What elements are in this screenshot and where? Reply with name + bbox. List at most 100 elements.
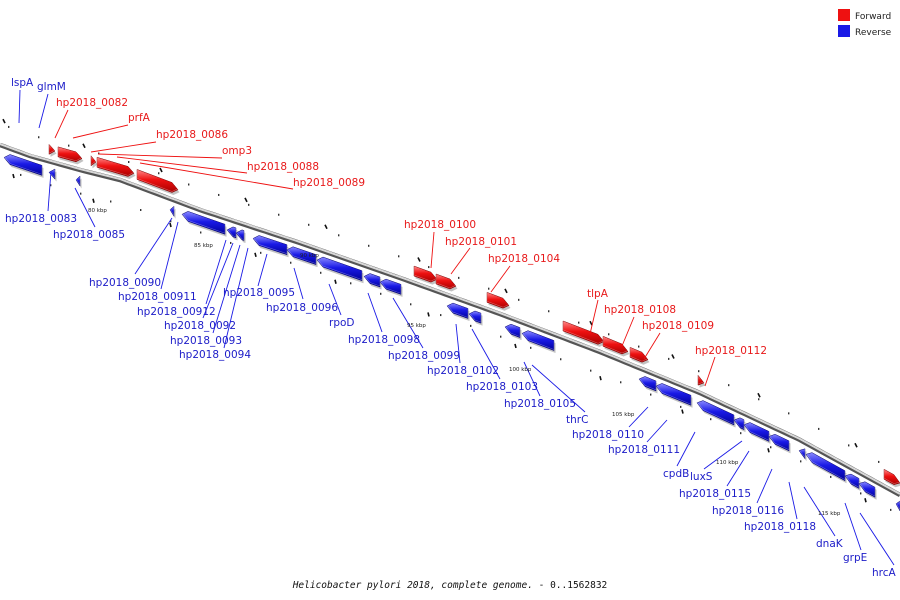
gene-label-hp2018_0096: hp2018_0096	[266, 302, 338, 314]
major-tick-top	[324, 224, 328, 230]
label-leader	[18, 89, 21, 124]
caption-range: - 0..1562832	[533, 580, 607, 591]
label-leader	[756, 468, 773, 504]
gene-label-hp2018_0102: hp2018_0102	[427, 365, 499, 377]
reverse-gene	[181, 210, 227, 237]
major-tick-top	[244, 197, 248, 203]
kbp-scale-labels: 80 kbp 85 kbp 90 kbp 95 kbp 100 kbp 105 kbp 11…	[88, 208, 841, 517]
gene-label-glmM: glmM	[37, 81, 66, 93]
scale-dot	[410, 303, 412, 306]
major-tick-bottom	[681, 409, 684, 414]
major-tick-bottom	[767, 448, 770, 453]
label-leader	[54, 109, 69, 139]
scale-dot	[278, 213, 280, 216]
label-leader	[97, 153, 223, 159]
label-leader	[844, 502, 862, 551]
label-leader	[450, 247, 471, 275]
gene-label-omp3: omp3	[222, 145, 252, 157]
label-leader	[202, 242, 234, 319]
scale-dot	[848, 444, 850, 447]
label-leader	[392, 297, 424, 349]
scale-dot	[458, 276, 460, 279]
scale-dot	[110, 200, 112, 203]
major-tick-bottom	[169, 222, 172, 228]
reverse-gene	[768, 432, 791, 454]
scale-dot	[248, 203, 250, 206]
gene-label-hp2018_0109: hp2018_0109	[642, 320, 714, 332]
label-leader	[643, 332, 661, 360]
backbone-highlight	[0, 143, 900, 495]
kbp-label: 100 kbp	[509, 367, 532, 373]
label-leader	[205, 239, 227, 305]
scale-dot	[650, 393, 652, 396]
major-tick-top	[82, 143, 86, 149]
reverse-gene	[895, 499, 900, 512]
legend: Forward Reverse	[838, 9, 892, 38]
scale-dot	[380, 292, 382, 295]
label-leaders	[18, 89, 895, 566]
scale-dot	[830, 475, 832, 478]
forward-gene	[629, 345, 650, 365]
label-leader	[90, 141, 157, 153]
major-tick-top	[854, 442, 858, 448]
scale-dot	[188, 183, 190, 186]
label-leader	[116, 156, 248, 174]
label-leader	[139, 162, 294, 190]
label-leader	[531, 364, 586, 413]
scale-dot	[860, 492, 862, 495]
reverse-gene	[638, 375, 658, 394]
gene-label-dnaK: dnaK	[816, 538, 844, 550]
scale-dot	[668, 357, 670, 360]
scale-dot	[230, 241, 232, 244]
major-tick-bottom	[599, 376, 602, 381]
reverse-gene	[286, 245, 318, 268]
scale-dot	[788, 412, 790, 415]
scale-dot	[50, 184, 52, 187]
scale-dot	[680, 405, 682, 408]
gene-label-hp2018_0098: hp2018_0098	[348, 334, 420, 346]
reverse-gene	[379, 277, 403, 297]
scale-dot	[128, 161, 130, 163]
scale-dot	[638, 345, 640, 348]
gene-label-hp2018_0095: hp2018_0095	[223, 287, 295, 299]
gene-label-hp2018_0085: hp2018_0085	[53, 229, 125, 241]
reverse-gene	[743, 421, 771, 444]
scale-dot	[800, 460, 802, 463]
major-tick-bottom	[254, 252, 257, 258]
scale-dot	[608, 333, 610, 336]
major-tick-bottom	[12, 173, 15, 179]
scale-dot	[530, 346, 532, 349]
reverse-gene	[48, 167, 57, 182]
scale-dot	[770, 446, 772, 449]
scale-dot	[518, 298, 520, 301]
label-leader	[38, 93, 49, 129]
gene-label-hp2018_0090: hp2018_0090	[89, 277, 161, 289]
scale-dot	[398, 255, 400, 258]
gene-label-hp2018_0116: hp2018_0116	[712, 505, 784, 517]
legend-reverse-label: Reverse	[855, 28, 892, 38]
kbp-label: 105 kbp	[612, 412, 635, 418]
label-leader	[367, 292, 383, 333]
reverse-gene	[655, 382, 693, 408]
label-leader	[803, 486, 836, 537]
gene-label-hp2018_0094: hp2018_0094	[179, 349, 251, 361]
reverse-gene	[521, 329, 556, 354]
major-tick-bottom	[514, 343, 517, 349]
gene-label-thrC: thrC	[566, 414, 588, 426]
label-leader	[676, 431, 696, 467]
gene-label-hp2018_0100: hp2018_0100	[404, 219, 476, 231]
scale-dot	[578, 321, 580, 324]
gene-label-hrcA: hrcA	[872, 567, 897, 579]
gene-label-hp2018_0110: hp2018_0110	[572, 429, 644, 441]
legend-forward-label: Forward	[855, 12, 891, 22]
reverse-gene	[75, 174, 82, 189]
kbp-label: 95 kbp	[407, 323, 426, 329]
scale-dot	[818, 427, 820, 430]
reverse-gene	[3, 153, 44, 178]
scale-dot	[368, 244, 370, 247]
gene-label-hp2018_0083: hp2018_0083	[5, 213, 77, 225]
label-leader	[72, 124, 129, 139]
forward-gene	[602, 334, 630, 357]
scale-dot	[488, 287, 490, 290]
